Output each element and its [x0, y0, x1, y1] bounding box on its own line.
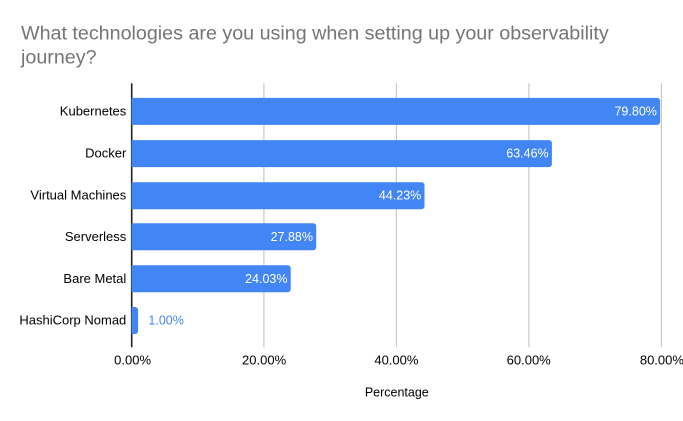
svg-text:24.03%: 24.03%: [245, 272, 287, 286]
svg-text:Serverless: Serverless: [65, 229, 127, 244]
svg-text:Bare Metal: Bare Metal: [63, 271, 126, 286]
svg-text:63.46%: 63.46%: [506, 147, 548, 161]
svg-text:HashiCorp Nomad: HashiCorp Nomad: [19, 313, 126, 328]
svg-text:80.00%: 80.00%: [640, 353, 683, 368]
svg-text:40.00%: 40.00%: [374, 353, 419, 368]
svg-text:44.23%: 44.23%: [379, 189, 421, 203]
svg-text:20.00%: 20.00%: [242, 353, 287, 368]
svg-text:0.00%: 0.00%: [114, 353, 151, 368]
svg-text:What technologies are you usin: What technologies are you using when set…: [21, 23, 609, 45]
svg-text:60.00%: 60.00%: [507, 353, 552, 368]
svg-text:Docker: Docker: [85, 146, 127, 161]
svg-text:1.00%: 1.00%: [148, 313, 183, 327]
svg-text:Percentage: Percentage: [365, 385, 429, 399]
svg-text:79.80%: 79.80%: [614, 104, 656, 118]
svg-text:27.88%: 27.88%: [271, 230, 313, 244]
svg-text:Kubernetes: Kubernetes: [60, 103, 127, 118]
svg-text:journey?: journey?: [20, 47, 97, 69]
svg-text:Virtual Machines: Virtual Machines: [30, 188, 126, 203]
